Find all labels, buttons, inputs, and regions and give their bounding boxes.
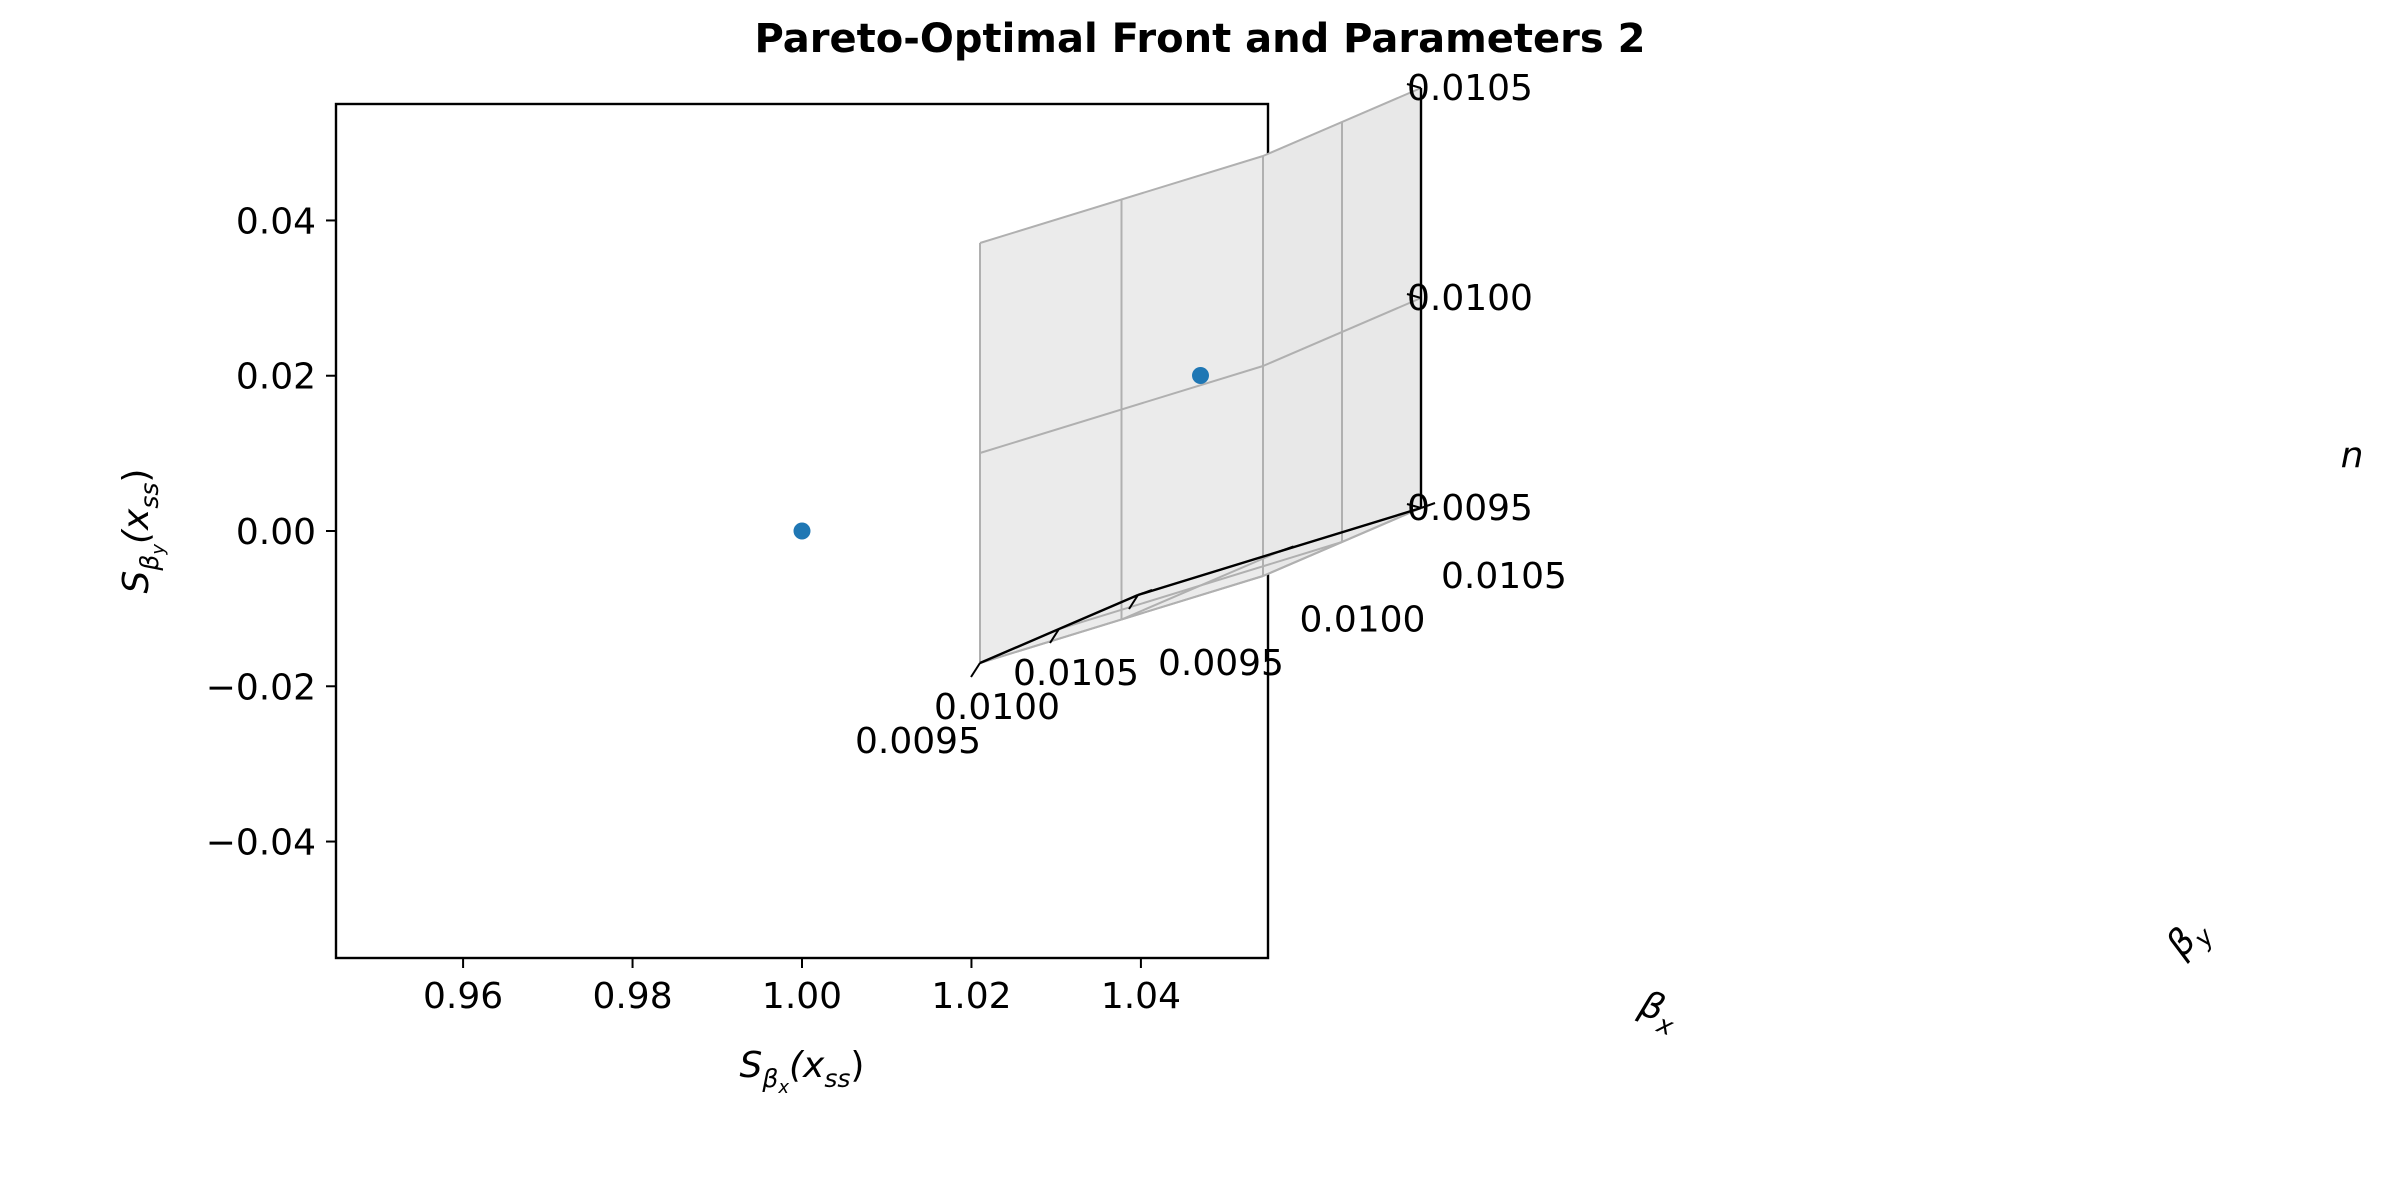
y-tick-label: −0.04 <box>206 823 316 864</box>
x-axis-label-sub: β <box>761 1064 778 1093</box>
back-pane-grid-line <box>1262 297 1422 367</box>
y3d-tick-label: 0.0105 <box>1441 556 1567 597</box>
x-tick-label: 0.96 <box>423 976 503 1017</box>
x-tick-label: 1.02 <box>931 976 1011 1017</box>
z3d-tick-label: 0.0095 <box>1407 488 1533 529</box>
y-axis-label-argsub: ss <box>135 483 164 509</box>
y3d-tick <box>1420 502 1436 509</box>
left-pane-grid-line <box>979 365 1264 454</box>
x-axis-label-argsub: ss <box>824 1064 850 1093</box>
back-pane-grid-line <box>1262 87 1422 157</box>
figure-title: Pareto-Optimal Front and Parameters 2 <box>754 16 1646 62</box>
x-axis-label: Sβx(xss) <box>740 1045 865 1098</box>
y3d-axis-label: βy <box>2158 909 2220 971</box>
floor-grid-line <box>979 575 1264 664</box>
z3d-tick-label: 0.0100 <box>1407 278 1533 319</box>
y-tick-label: −0.02 <box>206 667 316 708</box>
z3d-tick <box>1406 503 1422 509</box>
y-tick-label: 0.04 <box>236 201 316 242</box>
z3d-tick <box>1406 293 1422 299</box>
y-axis-label-close: ) <box>116 469 157 483</box>
x3d-axis-label: βx <box>1631 983 1684 1041</box>
x-axis-label-close: ) <box>850 1045 864 1086</box>
data-point <box>793 522 811 540</box>
x-axis-label-base: S <box>740 1045 763 1086</box>
x-tick-label: 0.98 <box>592 976 672 1017</box>
left-pane-grid-line <box>979 155 1264 244</box>
z3d-axis-label: n <box>2341 435 2364 476</box>
data-point-3d <box>1192 367 1209 384</box>
y3d-tick-label: 0.0100 <box>1300 600 1426 641</box>
x3d-tick-label: 0.0100 <box>934 687 1060 728</box>
y-axis-label-sub: β <box>135 555 164 572</box>
parameters-3d-plot: 0.00950.00950.00950.01000.01000.01000.01… <box>855 68 2363 1042</box>
z3d-tick-label: 0.0105 <box>1407 68 1533 109</box>
x3d-tick-label: 0.0095 <box>855 721 981 762</box>
x-axis-label-subsub: x <box>777 1077 789 1098</box>
y-axis-label-subsub: y <box>148 544 169 556</box>
y-tick-label: 0.00 <box>236 512 316 553</box>
y3d-tick <box>1137 589 1153 596</box>
y-tick-label: 0.02 <box>236 357 316 398</box>
x3d-tick-label: 0.0105 <box>1013 653 1139 694</box>
x-tick-label: 1.04 <box>1101 976 1181 1017</box>
y-axis-label: Sβy(xss) <box>116 469 169 594</box>
floor-grid-line <box>1262 507 1422 577</box>
x3d-tick <box>1049 628 1060 644</box>
y3d-tick <box>1279 545 1294 553</box>
floor-grid-line <box>1121 550 1280 621</box>
x3d-tick <box>1128 594 1139 610</box>
y3d-tick-label: 0.0095 <box>1158 643 1284 684</box>
x3d-tick <box>970 662 981 678</box>
z3d-tick <box>1406 83 1422 89</box>
y-axis-label-base: S <box>116 571 157 594</box>
x-tick-label: 1.00 <box>762 976 842 1017</box>
y-axis-label-arg: (x <box>116 508 157 544</box>
x-axis-label-arg: (x <box>789 1045 825 1086</box>
